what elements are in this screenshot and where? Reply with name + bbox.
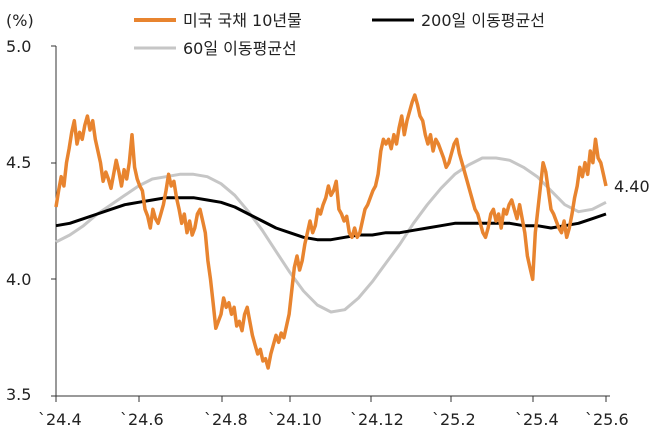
legend-label-treasury: 미국 국채 10년물	[183, 11, 302, 30]
x-tick-label: `24.6	[120, 410, 164, 429]
series-line-ma60	[55, 156, 607, 314]
series-line-treasury	[54, 93, 608, 370]
x-tick-label: `24.4	[38, 410, 82, 429]
legend-label-ma200: 200일 이동평균선	[421, 11, 545, 30]
legend: 미국 국채 10년물 200일 이동평균선 60일 이동평균선	[134, 11, 545, 58]
series-line-ma200	[55, 196, 607, 242]
y-tick-labels: 5.0 4.5 4.0 3.5	[6, 37, 31, 404]
y-tick-label: 3.5	[6, 385, 31, 404]
y-tick-label: 4.5	[6, 153, 31, 172]
legend-label-ma60: 60일 이동평균선	[183, 39, 297, 58]
x-tick-labels: `24.4 `24.6 `24.8 `24.10 `24.12 `25.2 `2…	[38, 410, 629, 429]
y-axis-ticks	[51, 45, 56, 397]
x-tick-label: `24.8	[204, 410, 248, 429]
y-tick-label: 5.0	[6, 37, 31, 56]
last-value-label: 4.40	[614, 177, 650, 196]
y-tick-label: 4.0	[6, 270, 31, 289]
x-tick-label: `25.4	[515, 410, 559, 429]
x-tick-label: `24.10	[268, 410, 322, 429]
x-tick-label: `25.6	[585, 410, 629, 429]
x-tick-label: `25.2	[432, 410, 476, 429]
y-axis-unit: (%)	[6, 11, 34, 30]
x-axis-ticks	[55, 396, 607, 402]
x-tick-label: `24.12	[350, 410, 404, 429]
